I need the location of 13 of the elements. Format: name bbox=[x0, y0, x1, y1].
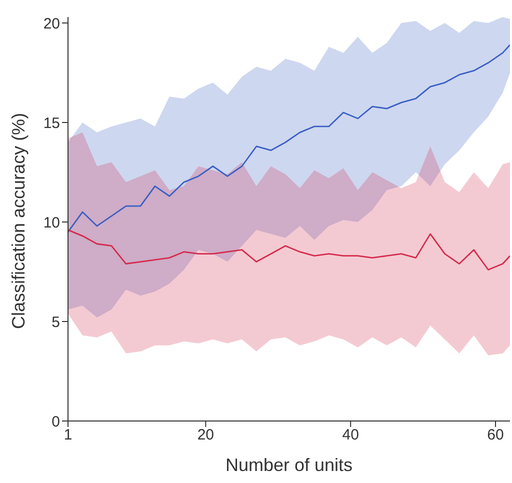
line-series bbox=[68, 229, 510, 270]
y-tick-label: 20 bbox=[43, 15, 60, 32]
x-tick-label: 1 bbox=[64, 426, 72, 444]
y-tick-label: 5 bbox=[52, 314, 60, 331]
y-tick-label: 15 bbox=[43, 114, 60, 132]
y-tick-label: 10 bbox=[43, 214, 60, 232]
line-series bbox=[68, 44, 510, 233]
y-axis-title: Classification accuracy (%) bbox=[8, 112, 28, 329]
x-tick-label: 60 bbox=[487, 426, 504, 444]
y-tick-label: 0 bbox=[52, 413, 60, 430]
x-tick-label: 40 bbox=[342, 426, 359, 444]
x-tick-label: 20 bbox=[197, 426, 214, 444]
x-axis-title: Number of units bbox=[225, 455, 353, 475]
